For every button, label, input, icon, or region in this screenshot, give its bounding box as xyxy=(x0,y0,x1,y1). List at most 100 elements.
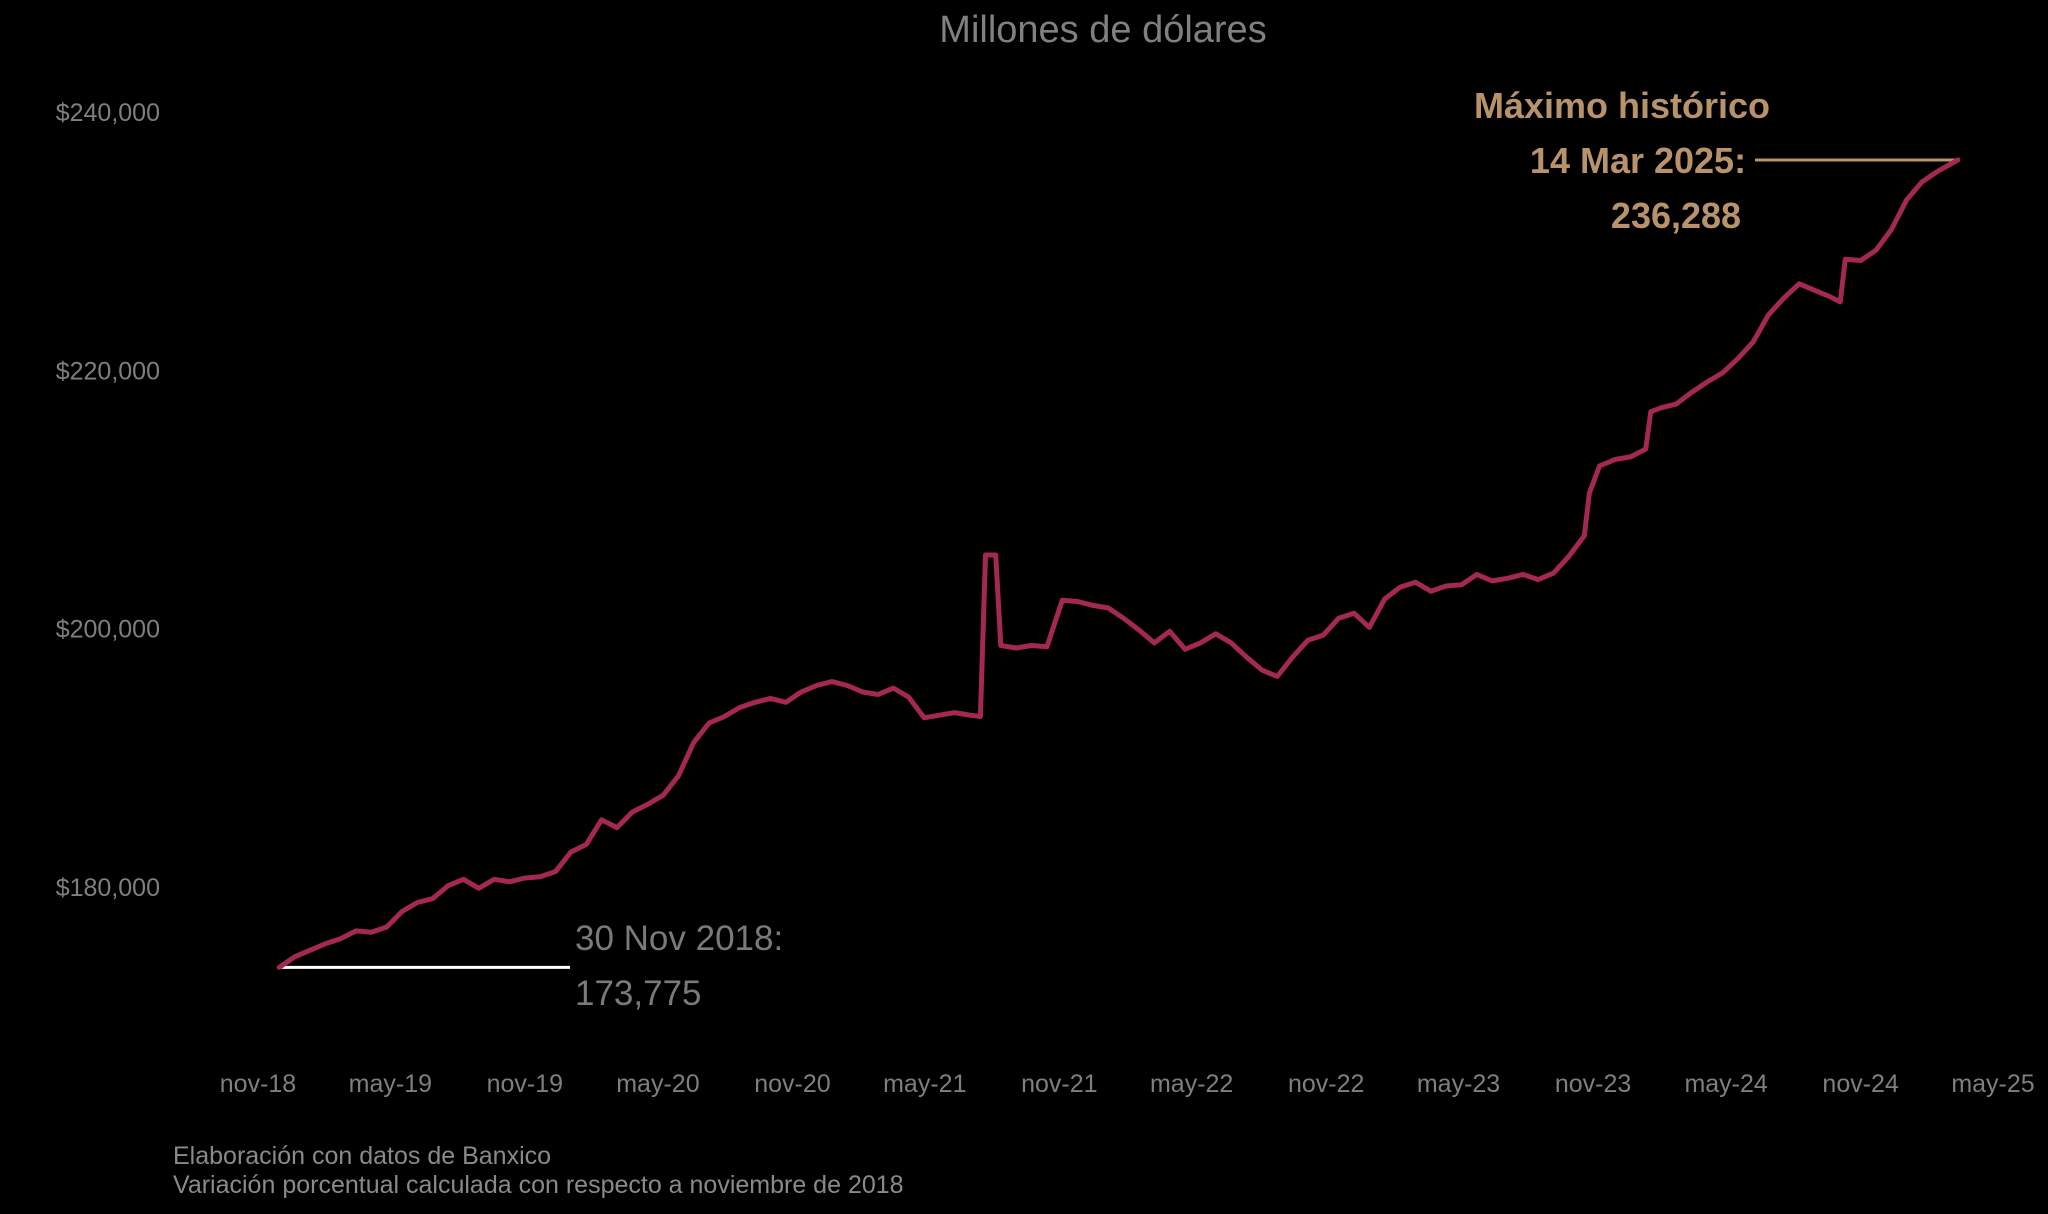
data-point xyxy=(737,705,742,710)
annotation-start-text: 173,775 xyxy=(575,974,702,1013)
data-point xyxy=(906,695,911,700)
y-tick-label: $220,000 xyxy=(56,357,160,385)
data-point xyxy=(799,690,804,695)
data-point xyxy=(584,842,589,847)
data-point xyxy=(354,928,359,933)
x-tick-label: nov-19 xyxy=(487,1070,563,1098)
data-point xyxy=(1812,288,1817,293)
data-point xyxy=(1106,606,1111,611)
data-point xyxy=(1060,598,1065,603)
data-point xyxy=(876,692,881,697)
data-point xyxy=(691,740,696,745)
x-tick-label: may-22 xyxy=(1150,1070,1233,1098)
data-point xyxy=(814,683,819,688)
data-point xyxy=(292,954,297,959)
x-tick-label: nov-24 xyxy=(1822,1070,1899,1098)
source-notes: Elaboración con datos de BanxicoVariació… xyxy=(173,1142,904,1199)
x-tick-label: nov-21 xyxy=(1021,1070,1097,1098)
data-point xyxy=(1648,409,1653,414)
data-point xyxy=(753,700,758,705)
data-point xyxy=(599,817,604,822)
data-point xyxy=(400,909,405,914)
data-point xyxy=(277,965,282,970)
source-note: Variación porcentual calculada con respe… xyxy=(173,1171,904,1199)
data-point xyxy=(1843,257,1848,262)
data-point xyxy=(937,713,942,718)
data-point xyxy=(1935,169,1940,174)
x-tick-label: may-21 xyxy=(883,1070,966,1098)
data-point xyxy=(1352,611,1357,616)
data-point xyxy=(1520,572,1525,577)
x-tick-label: may-25 xyxy=(1951,1070,2034,1098)
data-point xyxy=(630,810,635,815)
data-point xyxy=(1628,454,1633,459)
y-tick-label: $240,000 xyxy=(56,99,160,127)
data-point xyxy=(538,874,543,879)
data-point xyxy=(891,686,896,691)
chart-title: Millones de dólares xyxy=(939,9,1266,51)
data-point xyxy=(676,773,681,778)
data-point xyxy=(1336,616,1341,621)
data-points xyxy=(277,157,1961,970)
data-point xyxy=(1659,405,1664,410)
annotation-leaders xyxy=(279,158,1958,969)
data-point xyxy=(1955,157,1960,162)
data-point xyxy=(993,553,998,558)
data-point xyxy=(952,710,957,715)
data-point xyxy=(1075,599,1080,604)
data-point xyxy=(307,948,312,953)
data-point xyxy=(922,715,927,720)
data-point xyxy=(1587,491,1592,496)
data-point xyxy=(1828,294,1833,299)
y-tick-label: $200,000 xyxy=(56,616,160,644)
data-point xyxy=(1014,646,1019,651)
data-point xyxy=(1858,258,1863,263)
data-point xyxy=(461,877,466,882)
data-point xyxy=(430,896,435,901)
data-point xyxy=(1137,628,1142,633)
x-tick-label: nov-18 xyxy=(220,1070,296,1098)
annotation-max-text: Máximo histórico xyxy=(1474,85,1770,126)
data-point xyxy=(1643,447,1648,452)
data-point xyxy=(338,936,343,941)
data-point xyxy=(1720,370,1725,375)
data-point xyxy=(384,925,389,930)
data-point xyxy=(1290,655,1295,660)
data-point xyxy=(1444,584,1449,589)
data-point xyxy=(1152,640,1157,645)
x-tick-label: may-24 xyxy=(1684,1070,1767,1098)
data-point xyxy=(645,802,650,807)
y-tick-label: $180,000 xyxy=(56,874,160,902)
data-point xyxy=(968,713,973,718)
annotation-max-text: 236,288 xyxy=(1611,195,1741,236)
data-point xyxy=(476,886,481,891)
data-point xyxy=(1566,554,1571,559)
data-point xyxy=(1781,296,1786,301)
data-point xyxy=(446,883,451,888)
data-point xyxy=(1198,640,1203,645)
data-point xyxy=(1428,589,1433,594)
data-point xyxy=(1183,647,1188,652)
x-tick-label: may-19 xyxy=(349,1070,432,1098)
data-point xyxy=(1597,463,1602,468)
data-point xyxy=(1751,339,1756,344)
data-point xyxy=(1735,356,1740,361)
data-point xyxy=(1398,585,1403,590)
y-axis: $180,000 $200,000 $220,000 $240,000 xyxy=(56,99,160,902)
data-point xyxy=(1413,580,1418,585)
annotations: 30 Nov 2018: 173,775 Máximo histórico 14 Ma… xyxy=(575,85,1770,1013)
data-point xyxy=(1689,390,1694,395)
data-point xyxy=(1705,380,1710,385)
data-point xyxy=(492,877,497,882)
data-point xyxy=(1582,533,1587,538)
x-tick-label: may-23 xyxy=(1417,1070,1500,1098)
annotation-start-text: 30 Nov 2018: xyxy=(575,919,783,958)
data-point xyxy=(1229,640,1234,645)
data-point xyxy=(1474,572,1479,577)
series-line-reserves xyxy=(276,157,1961,970)
x-tick-label: nov-23 xyxy=(1555,1070,1631,1098)
data-point xyxy=(369,930,374,935)
data-point xyxy=(998,643,1003,648)
data-point xyxy=(568,850,573,855)
